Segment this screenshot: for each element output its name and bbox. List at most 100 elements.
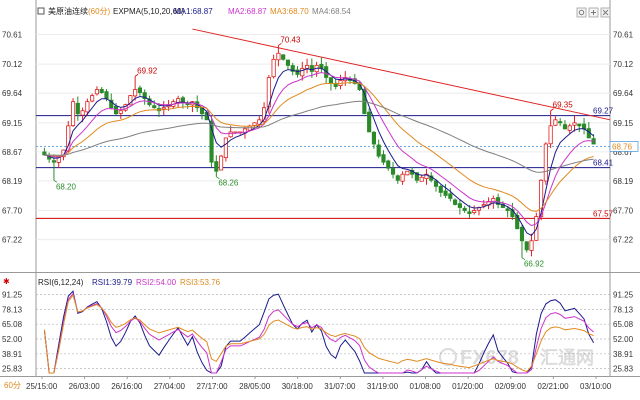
candle-down (558, 121, 563, 124)
rsi-header: ✱ RSI(6,12,24) RSI1:39.79 RSI2:54.00 RSI… (3, 277, 221, 287)
candle-down (376, 144, 381, 157)
candle-up (70, 101, 76, 127)
price-annotation: 69.92 (137, 66, 158, 75)
candle-up (472, 210, 477, 213)
time-label: 26/03:00 (69, 382, 101, 391)
rsi-tick-left: 25.83 (2, 365, 23, 374)
settings-icon[interactable] (576, 7, 587, 18)
rsi-tick-left: 78.13 (2, 305, 23, 314)
candle-down (285, 59, 291, 66)
price-annotation: 69.35 (553, 101, 574, 110)
price-annotation: 70.43 (280, 35, 301, 44)
candle-down (75, 102, 80, 115)
candle-down (42, 151, 47, 156)
time-label: 31/07:00 (324, 382, 356, 391)
time-label: 02/09:00 (495, 382, 527, 391)
trendline (192, 28, 611, 121)
candle-up (228, 131, 233, 138)
candle-down (581, 123, 587, 130)
candle-down (448, 193, 453, 199)
window-controls (576, 7, 611, 18)
y-tick-left: 69.15 (2, 119, 23, 128)
time-label: 31/19:00 (367, 382, 399, 391)
rsi-line-24 (43, 293, 594, 374)
candle-down (137, 87, 142, 93)
rsi-tick-left: 52.00 (2, 335, 23, 344)
price-annotations: 70.43 69.92 69.35 68.20 68.26 66.92 (53, 35, 574, 269)
y-tick-left: 70.12 (2, 60, 23, 69)
candle-up (529, 240, 534, 251)
candle-up (481, 204, 486, 207)
time-label: 01/08:00 (410, 382, 442, 391)
candle-up (304, 64, 310, 69)
close-icon[interactable] (600, 7, 611, 18)
annotation-tick (550, 108, 554, 112)
annotation-tick (278, 43, 282, 46)
candle-up (567, 125, 572, 131)
y-tick-right: 69.15 (613, 119, 634, 128)
candle-down (209, 120, 214, 163)
main-y-ticks: 70.61 70.61 70.12 70.12 69.64 69.64 69.15 69.15… (2, 31, 634, 245)
rsi-lines (43, 290, 595, 374)
resistance-trendline (192, 28, 611, 121)
candle-up (271, 58, 276, 78)
add-indicator-icon[interactable] (588, 7, 599, 18)
candle-up (400, 173, 405, 182)
collapse-square-icon[interactable] (37, 7, 45, 15)
candle-down (381, 154, 386, 163)
y-tick-right: 69.64 (613, 89, 634, 98)
candle-down (467, 211, 472, 214)
candle-down (109, 99, 114, 109)
time-label: 02/21:00 (537, 382, 569, 391)
moving-averages (44, 67, 594, 237)
y-tick-left: 69.64 (2, 89, 23, 98)
candle-down (328, 77, 334, 84)
indicator-name: EXPMA(5,10,20,60) (113, 7, 184, 16)
candle-up (553, 119, 558, 126)
candle-up (80, 110, 85, 116)
rsi1-value: RSI1:39.79 (92, 278, 133, 287)
ma2-value: MA2:68.87 (228, 7, 267, 16)
price-annotation: 68.26 (218, 179, 239, 188)
annotation-tick (216, 176, 220, 179)
annotation-tick (134, 73, 139, 77)
candle-up (161, 107, 166, 110)
candle-down (524, 241, 529, 251)
candle-down (414, 172, 419, 181)
candle-up (424, 173, 429, 180)
candle-down (371, 131, 376, 145)
y-tick-right: 67.22 (613, 236, 634, 245)
rsi-pane-grid (36, 294, 610, 370)
current-price-tag (609, 141, 639, 152)
main-header: 美原油连续 (60分) EXPMA(5,10,20,60) MA1:68.87 … (37, 6, 351, 16)
candle-up (128, 95, 133, 106)
time-label: 28/05:00 (239, 382, 271, 391)
rsi-tick-right: 78.13 (613, 305, 634, 314)
candle-down (142, 92, 147, 100)
candle-down (295, 69, 300, 75)
rsi-tick-right: 38.91 (613, 350, 634, 359)
candle-down (515, 214, 520, 230)
watermark: FX678 汇通网 (439, 347, 594, 369)
rsi-tick-left: 91.25 (2, 291, 23, 300)
chart-timeframe: (60分) (88, 7, 111, 16)
price-annotation: 66.92 (524, 260, 545, 269)
expma-line-5 (44, 67, 594, 237)
time-label: 27/17:00 (196, 382, 228, 391)
rsi-tick-right: 25.83 (613, 365, 634, 374)
current-price-label: 68.76 (612, 142, 633, 151)
rsi-tick-right: 91.25 (613, 291, 634, 300)
y-tick-left: 67.70 (2, 207, 23, 216)
candle-down (562, 124, 568, 130)
time-label: 01/20:00 (452, 382, 484, 391)
candle-down (457, 203, 462, 208)
y-tick-left: 68.19 (2, 177, 23, 186)
y-tick-right: 68.67 (613, 148, 634, 157)
candle-down (104, 91, 109, 100)
y-tick-left: 67.22 (2, 236, 23, 245)
candle-down (99, 88, 104, 93)
candlesticks (42, 45, 596, 258)
period-label[interactable]: 60分 (4, 381, 21, 390)
